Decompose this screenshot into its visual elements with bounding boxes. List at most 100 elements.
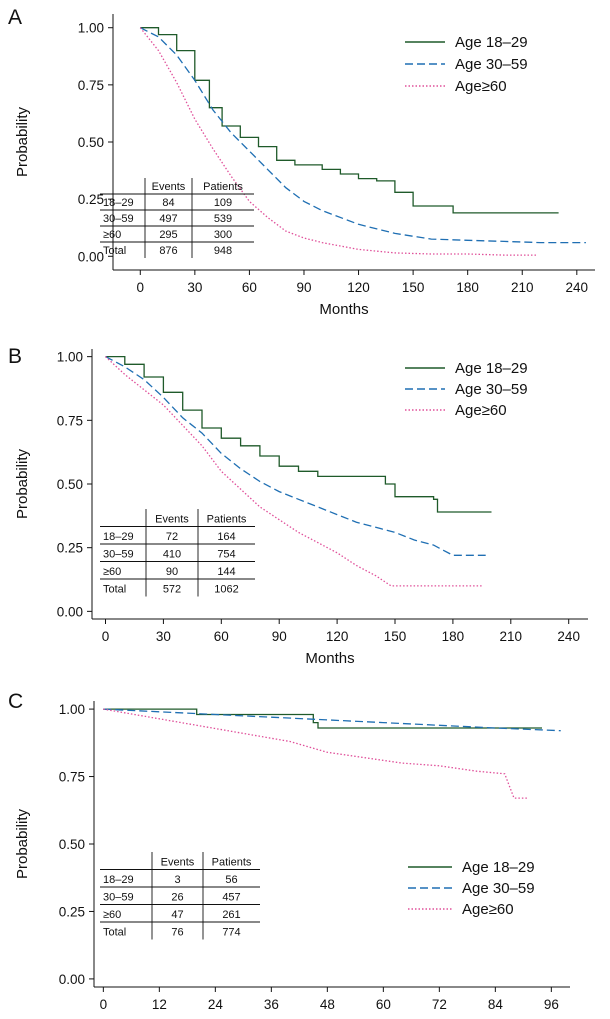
- y-tick-label: 0.75: [59, 770, 85, 785]
- y-tick-label: 0.75: [78, 78, 104, 93]
- table-cell: 1062: [214, 584, 238, 596]
- y-axis-title: Probability: [14, 448, 31, 519]
- table-cell: ≥60: [103, 909, 121, 921]
- panel-letter: B: [8, 345, 23, 368]
- legend-label: Age 18–29: [462, 859, 535, 876]
- legend-label: Age 18–29: [455, 360, 528, 377]
- x-tick-label: 36: [264, 997, 279, 1012]
- x-tick-label: 30: [187, 280, 202, 295]
- x-tick-label: 96: [544, 997, 559, 1012]
- series-curve-1: [140, 27, 559, 214]
- legend-label: Age≥60: [455, 78, 507, 95]
- y-tick-label: 1.00: [78, 21, 104, 36]
- km-chart-c: 0.000.250.500.751.0001224364860728496Mon…: [14, 701, 570, 1019]
- table-cell: 876: [159, 245, 177, 257]
- series-curve-1: [105, 355, 492, 513]
- y-tick-label: 0.25: [78, 192, 104, 207]
- y-axis-title: Probability: [14, 106, 31, 177]
- legend-label: Age≥60: [462, 901, 514, 918]
- y-tick-label: 1.00: [57, 350, 83, 365]
- table-cell: 261: [222, 909, 240, 921]
- table-cell: 18–29: [103, 531, 134, 543]
- legend-label: Age 30–59: [455, 56, 528, 73]
- summary-table: Events Patients 18–29 84 109 30–59 497 539 ≥60 29…: [100, 178, 254, 258]
- x-tick-label: 180: [456, 280, 479, 295]
- table-cell: 18–29: [103, 197, 134, 209]
- x-tick-label: 210: [511, 280, 534, 295]
- table-cell: 754: [217, 549, 235, 561]
- km-chart-b: 0.00 0.25 0.50 0.75 1.00 0 30 60 90 120 150 180 210 2…: [14, 349, 588, 667]
- panel-letter: A: [8, 6, 23, 29]
- x-tick-label: 24: [208, 997, 224, 1012]
- x-tick-label: 150: [384, 629, 407, 644]
- table-header: Patients: [207, 514, 247, 526]
- x-tick-label: 60: [214, 629, 229, 644]
- table-header: Patients: [203, 181, 243, 193]
- series-curve-2: [105, 356, 486, 556]
- table-cell: 497: [159, 213, 177, 225]
- x-axis-title: Months: [305, 650, 354, 667]
- table-cell: 3: [174, 874, 180, 886]
- y-tick-label: 0.25: [59, 904, 85, 919]
- table-cell: 30–59: [103, 213, 134, 225]
- table-cell: ≥60: [103, 566, 121, 578]
- series-curve-3: [139, 27, 537, 256]
- x-tick-label: 240: [557, 629, 580, 644]
- legend-label: Age 18–29: [455, 34, 528, 51]
- table-header: Patients: [212, 857, 252, 869]
- y-tick-label: 0.00: [78, 249, 104, 264]
- series-curve-1: [103, 708, 542, 729]
- panel-a: A 0.00 0.25 0.50 0.75 1.00 0 30 60 90 120 150 180 21…: [0, 0, 610, 335]
- x-tick-label: 0: [137, 280, 145, 295]
- x-tick-label: 60: [242, 280, 257, 295]
- series-curve-3: [103, 708, 528, 799]
- panel-c: C 0.000.250.500.751.0001224364860728496M…: [0, 680, 610, 1019]
- table-cell: Total: [103, 584, 126, 596]
- table-cell: 539: [214, 213, 232, 225]
- x-tick-label: 210: [500, 629, 523, 644]
- table-cell: ≥60: [103, 229, 121, 241]
- series-curve-2: [103, 708, 561, 732]
- x-tick-label: 90: [272, 629, 287, 644]
- table-cell: 109: [214, 197, 232, 209]
- x-tick-label: 12: [152, 997, 167, 1012]
- table-cell: 72: [166, 531, 178, 543]
- table-header: Events: [152, 181, 186, 193]
- y-tick-label: 0.50: [59, 837, 85, 852]
- table-cell: 30–59: [103, 892, 134, 904]
- x-tick-label: 48: [320, 997, 335, 1012]
- x-tick-label: 30: [156, 629, 171, 644]
- table-cell: 948: [214, 245, 232, 257]
- summary-table: Events Patients 18–29 72 164 30–59 410 754 ≥60 90…: [100, 509, 255, 597]
- legend-label: Age 30–59: [455, 381, 528, 398]
- series-curve-2: [140, 27, 586, 244]
- table-cell: 774: [222, 927, 240, 939]
- table-cell: 18–29: [103, 874, 134, 886]
- x-tick-label: 90: [296, 280, 311, 295]
- table-cell: 26: [171, 892, 183, 904]
- x-tick-label: 240: [566, 280, 589, 295]
- y-tick-label: 0.25: [57, 541, 83, 556]
- x-tick-label: 72: [432, 997, 447, 1012]
- y-axis-title: Probability: [14, 808, 31, 879]
- table-cell: 572: [163, 584, 181, 596]
- table-cell: 300: [214, 229, 232, 241]
- series-curve-3: [105, 356, 482, 587]
- legend-label: Age≥60: [455, 402, 507, 419]
- km-chart-a: 0.00 0.25 0.50 0.75 1.00 0 30 60 90 120 150 180 210 2…: [14, 14, 595, 318]
- table-cell: 90: [166, 566, 178, 578]
- x-tick-label: 0: [100, 997, 108, 1012]
- table-cell: Total: [103, 927, 126, 939]
- y-tick-label: 0.00: [59, 972, 85, 987]
- x-tick-label: 0: [102, 629, 110, 644]
- table-cell: 84: [162, 197, 174, 209]
- y-tick-label: 0.75: [57, 413, 83, 428]
- table-cell: 30–59: [103, 549, 134, 561]
- legend-label: Age 30–59: [462, 880, 535, 897]
- table-cell: 410: [163, 549, 181, 561]
- y-tick-label: 0.50: [57, 477, 83, 492]
- table-header: Events: [155, 514, 189, 526]
- table-cell: 144: [217, 566, 235, 578]
- y-tick-label: 0.00: [57, 604, 83, 619]
- panel-b: B 0.00 0.25 0.50 0.75 1.00 0 30 60 90 120 150 180 21…: [0, 335, 610, 680]
